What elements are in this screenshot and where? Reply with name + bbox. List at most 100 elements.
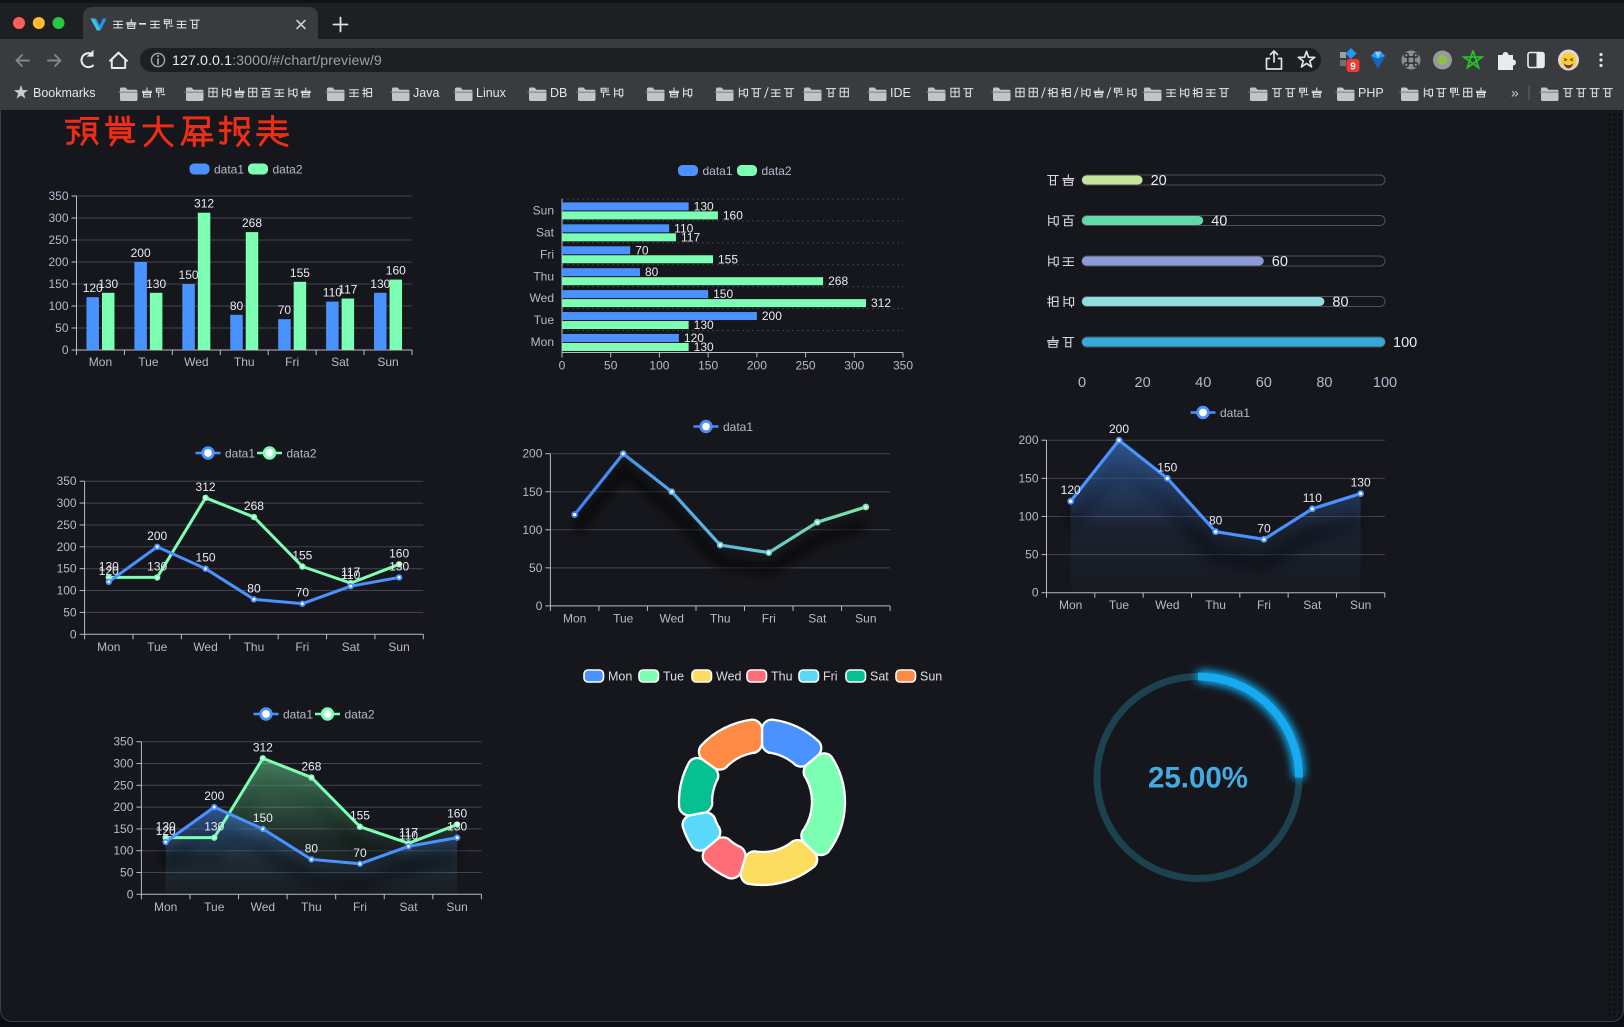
- svg-text:150: 150: [113, 822, 133, 836]
- svg-text:110: 110: [399, 828, 418, 842]
- svg-text:200: 200: [131, 246, 151, 260]
- svg-text:100: 100: [1373, 375, 1397, 391]
- svg-text:130: 130: [694, 340, 714, 354]
- svg-text:Thu: Thu: [533, 269, 554, 283]
- svg-text:300: 300: [113, 757, 133, 771]
- svg-text:250: 250: [113, 778, 133, 792]
- svg-text:130: 130: [389, 559, 409, 573]
- svg-text:150: 150: [1157, 460, 1177, 474]
- svg-text:0: 0: [536, 599, 543, 613]
- svg-text:data1: data1: [703, 164, 733, 178]
- svg-text:Thu: Thu: [244, 640, 265, 654]
- svg-text:Tue: Tue: [1109, 598, 1130, 612]
- svg-text:Mon: Mon: [608, 670, 632, 684]
- svg-text:150: 150: [253, 811, 273, 825]
- svg-text:200: 200: [48, 255, 68, 269]
- svg-text:50: 50: [63, 605, 77, 619]
- svg-text:200: 200: [57, 540, 77, 554]
- svg-text:150: 150: [698, 359, 718, 373]
- svg-text:Thu: Thu: [1205, 598, 1226, 612]
- svg-text:Wed: Wed: [193, 640, 217, 654]
- svg-text:312: 312: [253, 740, 273, 754]
- svg-text:20: 20: [1151, 173, 1167, 189]
- svg-text:data1: data1: [214, 163, 244, 177]
- svg-text:Fri: Fri: [353, 900, 367, 914]
- svg-text:Mon: Mon: [563, 611, 586, 625]
- svg-text:Linux: Linux: [476, 86, 507, 100]
- svg-text:Tue: Tue: [147, 640, 168, 654]
- svg-text:Sun: Sun: [920, 670, 942, 684]
- svg-text:117: 117: [681, 230, 700, 244]
- svg-text:data1: data1: [723, 420, 753, 434]
- svg-text:70: 70: [278, 303, 292, 317]
- svg-text:Fri: Fri: [540, 247, 554, 261]
- svg-text:70: 70: [1257, 521, 1271, 535]
- svg-text:130: 130: [694, 199, 714, 213]
- svg-text:Mon: Mon: [1059, 598, 1082, 612]
- svg-text:Wed: Wed: [659, 611, 683, 625]
- svg-text:250: 250: [48, 233, 68, 247]
- svg-text:80: 80: [230, 299, 244, 313]
- svg-text:Tue: Tue: [534, 313, 555, 327]
- svg-text:50: 50: [604, 359, 618, 373]
- svg-text:70: 70: [353, 846, 367, 860]
- svg-text:100: 100: [113, 844, 133, 858]
- svg-text:160: 160: [389, 546, 409, 560]
- svg-text:Mon: Mon: [97, 640, 120, 654]
- svg-text:130: 130: [204, 820, 224, 834]
- svg-text:50: 50: [120, 866, 134, 880]
- svg-text:60: 60: [1272, 254, 1288, 270]
- svg-text:Mon: Mon: [154, 900, 177, 914]
- svg-text:160: 160: [386, 264, 406, 278]
- svg-text:250: 250: [57, 518, 77, 532]
- svg-text:312: 312: [196, 480, 216, 494]
- svg-text:350: 350: [57, 474, 77, 488]
- svg-text:Sat: Sat: [870, 670, 889, 684]
- svg-text:0: 0: [127, 887, 134, 901]
- svg-text:250: 250: [796, 359, 816, 373]
- svg-text:Fri: Fri: [1257, 598, 1271, 612]
- svg-text:130: 130: [156, 820, 176, 834]
- svg-text:Sun: Sun: [855, 611, 876, 625]
- svg-text:117: 117: [399, 825, 418, 839]
- svg-text:130: 130: [98, 277, 118, 291]
- svg-text:80: 80: [1332, 295, 1348, 311]
- svg-text:Tue: Tue: [138, 355, 159, 369]
- svg-text:0: 0: [62, 343, 69, 357]
- svg-text:130: 130: [1351, 476, 1371, 490]
- svg-text:Sat: Sat: [400, 900, 419, 914]
- svg-text:25.00%: 25.00%: [1148, 762, 1248, 795]
- svg-text:80: 80: [645, 265, 659, 279]
- svg-text:Sun: Sun: [377, 355, 398, 369]
- svg-text:155: 155: [290, 266, 310, 280]
- svg-text:data2: data2: [273, 163, 303, 177]
- svg-text:150: 150: [179, 268, 199, 282]
- svg-text:IDE: IDE: [890, 86, 911, 100]
- svg-text:155: 155: [350, 809, 370, 823]
- svg-text:20: 20: [1135, 375, 1151, 391]
- svg-text:Tue: Tue: [613, 611, 634, 625]
- svg-text:100: 100: [1393, 335, 1417, 351]
- svg-text:Fri: Fri: [285, 355, 299, 369]
- svg-text:110: 110: [674, 221, 693, 235]
- svg-text:130: 130: [147, 559, 167, 573]
- svg-text:Tue: Tue: [204, 900, 225, 914]
- svg-text:50: 50: [55, 321, 69, 335]
- svg-text:100: 100: [649, 359, 669, 373]
- svg-text:80: 80: [1316, 375, 1332, 391]
- svg-text:160: 160: [723, 208, 743, 222]
- svg-text:»: »: [1511, 85, 1519, 101]
- svg-text:50: 50: [1025, 548, 1039, 562]
- svg-text:312: 312: [871, 296, 891, 310]
- svg-text:150: 150: [1018, 471, 1038, 485]
- svg-text:Sun: Sun: [446, 900, 467, 914]
- svg-text:200: 200: [113, 800, 133, 814]
- svg-text:50: 50: [529, 561, 543, 575]
- svg-text:data2: data2: [287, 447, 317, 461]
- svg-text:150: 150: [57, 562, 77, 576]
- svg-text:160: 160: [447, 807, 467, 821]
- svg-text:Sat: Sat: [342, 640, 361, 654]
- svg-text:Sun: Sun: [1350, 598, 1371, 612]
- svg-text:Java: Java: [413, 86, 439, 100]
- svg-text:PHP: PHP: [1358, 86, 1384, 100]
